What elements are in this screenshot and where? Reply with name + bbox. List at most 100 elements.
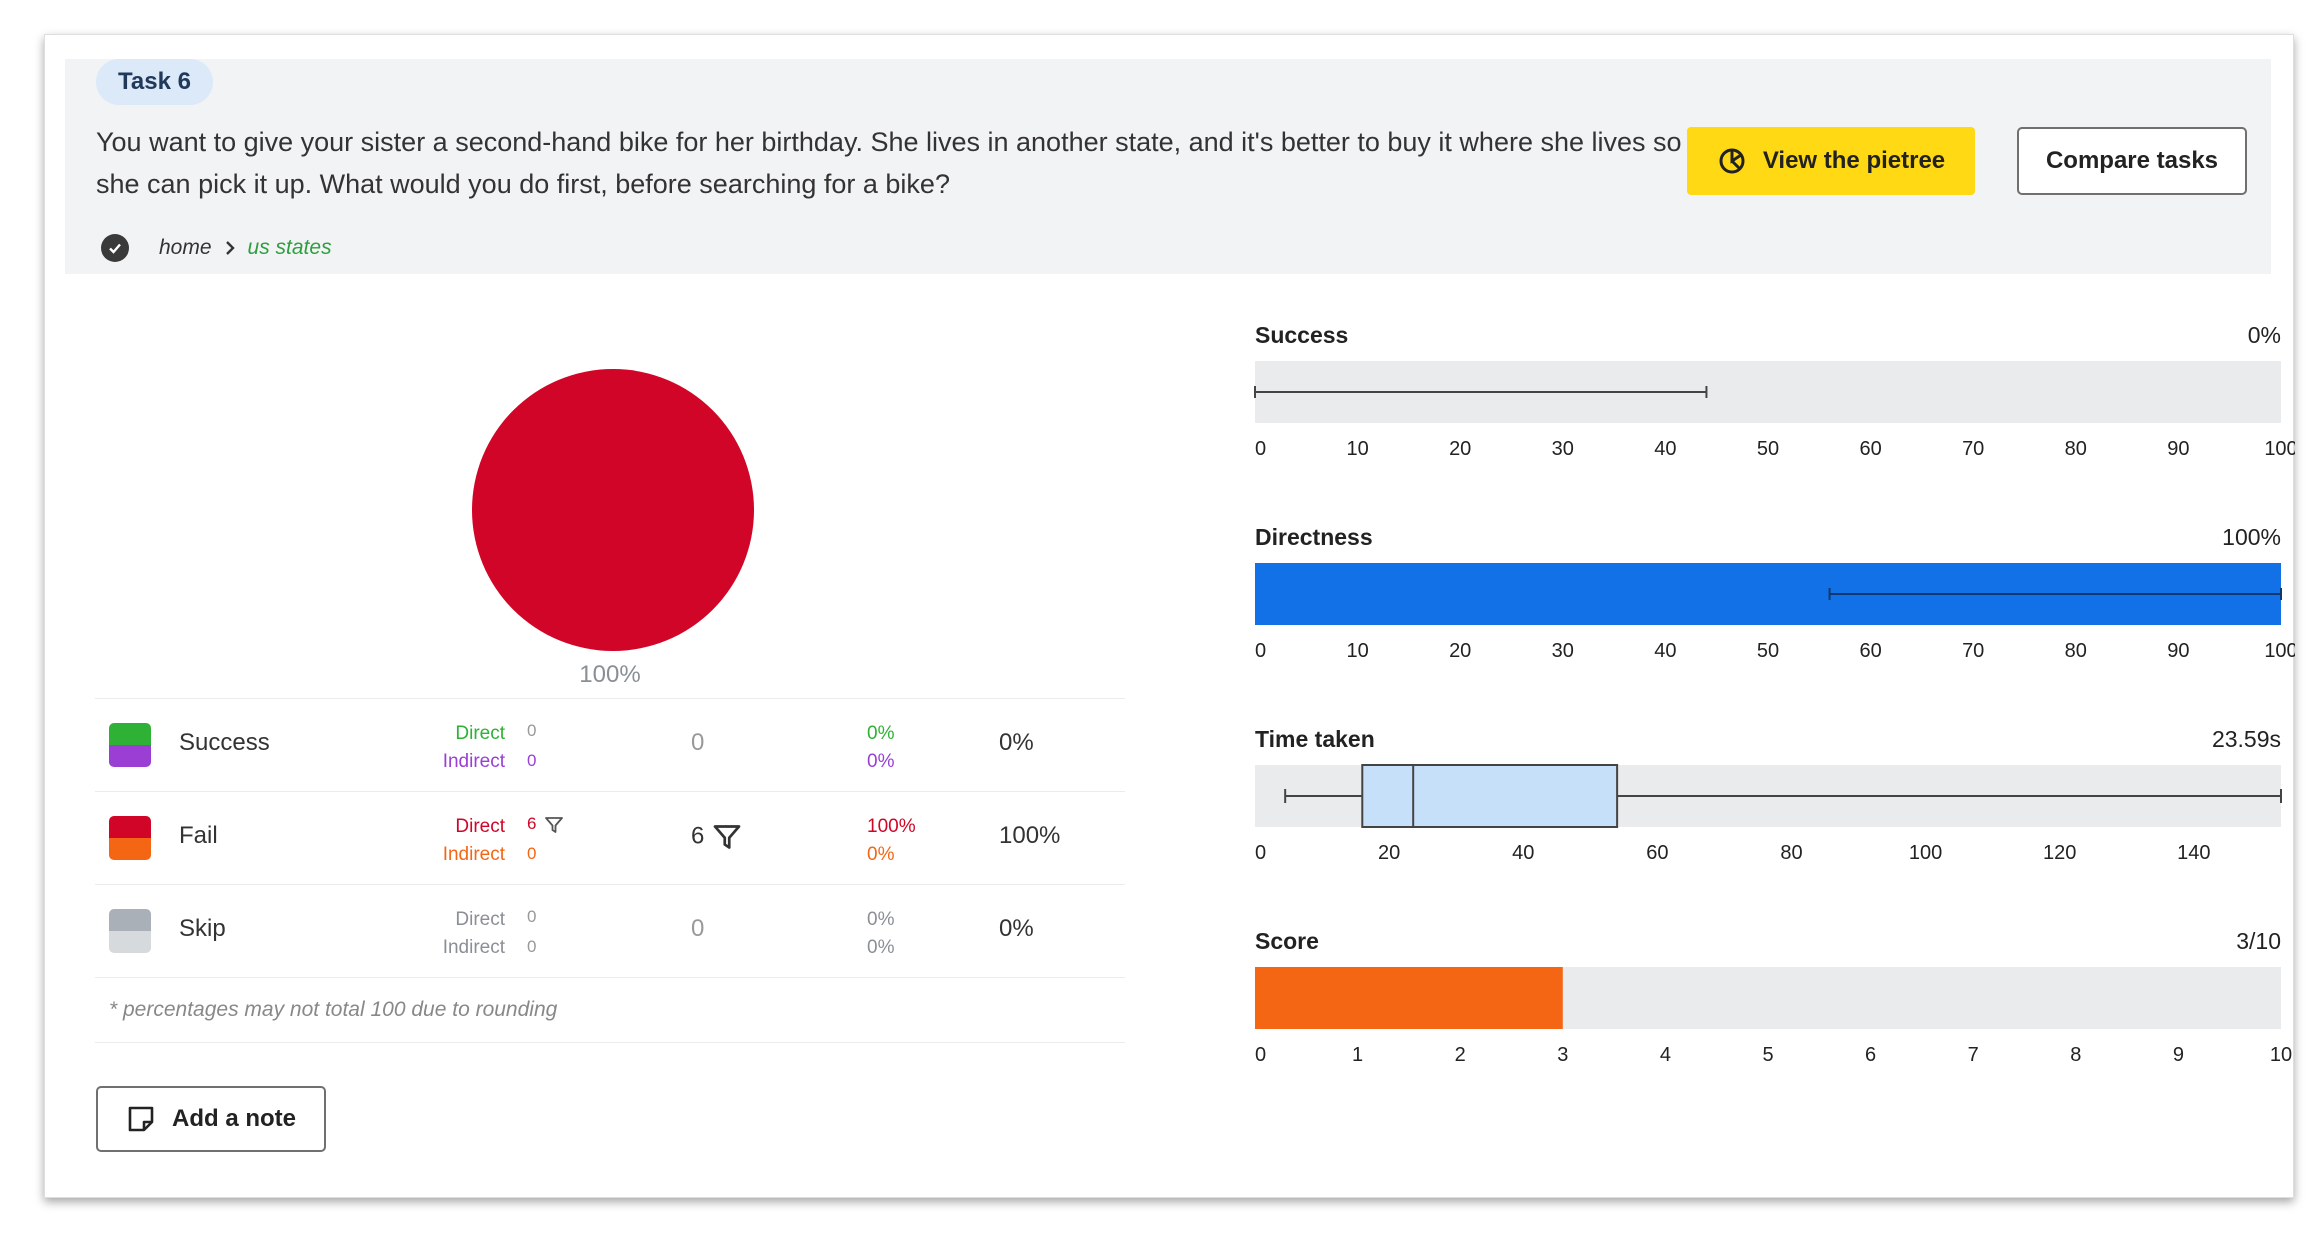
indirect-label: Indirect <box>442 751 505 772</box>
view-pietree-label: View the pietree <box>1762 147 1946 174</box>
task-header: Task 6 You want to give your sister a se… <box>65 59 2271 274</box>
result-row-fail: Fail Direct Indirect 6 0 6 100% 0% 100% <box>95 791 1125 884</box>
direct-count[interactable]: 6 <box>527 814 564 835</box>
metric-value: 23.59s <box>2212 726 2281 752</box>
direct-percent: 0% <box>867 723 895 744</box>
tick-label: 20 <box>1449 640 1471 662</box>
task-label-badge: Task 6 <box>96 59 213 105</box>
indirect-count: 0 <box>527 844 537 863</box>
compare-tasks-button[interactable]: Compare tasks <box>2017 127 2247 195</box>
tick-label: 70 <box>1962 640 1984 662</box>
total-count: 0 <box>691 915 704 943</box>
total-count[interactable]: 6 <box>691 822 742 852</box>
breadcrumb-home: home <box>159 236 212 259</box>
tick-label: 10 <box>2270 1044 2292 1066</box>
tick-label: 140 <box>2177 842 2210 864</box>
note-icon <box>128 1106 154 1132</box>
metric-title: Success <box>1255 322 1348 348</box>
result-pie-chart <box>472 369 754 651</box>
row-percent: 0% <box>999 729 1034 756</box>
direct-count: 0 <box>527 721 536 741</box>
total-count-value: 0 <box>691 729 705 756</box>
indirect-label: Indirect <box>442 844 505 865</box>
tick-label: 0 <box>1255 1044 1266 1066</box>
tick-label: 100 <box>1909 842 1942 864</box>
color-swatch <box>109 723 151 767</box>
metric-success: Success 0% 0 10 20 30 40 50 60 70 80 90 100 <box>1254 322 2295 460</box>
tick-label: 80 <box>2065 438 2087 460</box>
tick-label: 60 <box>1859 438 1881 460</box>
tick-label: 80 <box>1780 842 1802 864</box>
tick-label: 60 <box>1859 640 1881 662</box>
result-label: Fail <box>179 822 218 849</box>
indirect-label: Indirect <box>442 937 505 958</box>
direct-label: Direct <box>455 816 505 837</box>
indirect-count: 0 <box>527 751 537 770</box>
tick-label: 0 <box>1255 842 1266 864</box>
result-label: Success <box>179 729 270 756</box>
total-count-value: 0 <box>691 915 705 942</box>
tick-label: 50 <box>1757 640 1779 662</box>
result-row-skip: Skip Direct Indirect 0 0 0 0% 0% 0% <box>95 884 1125 977</box>
tick-label: 3 <box>1557 1044 1568 1066</box>
metric-title: Score <box>1255 928 1319 954</box>
direct-percent: 0% <box>867 909 895 930</box>
row-percent: 0% <box>999 915 1034 942</box>
tick-label: 2 <box>1455 1044 1466 1066</box>
metric-title: Directness <box>1255 524 1373 550</box>
add-note-button[interactable]: Add a note <box>96 1086 326 1152</box>
indirect-percent: 0% <box>867 844 895 865</box>
filter-icon[interactable] <box>544 815 564 835</box>
pie-percent-label: 100% <box>579 661 641 688</box>
result-row-success: Success Direct Indirect 0 0 0 0% 0% 0% <box>95 698 1125 791</box>
tick-label: 60 <box>1646 842 1668 864</box>
tick-label: 10 <box>1346 438 1368 460</box>
tick-label: 0 <box>1255 438 1266 460</box>
metric-time-taken: Time taken 23.59s 0 20 40 60 80 100 120 140 <box>1255 726 2282 864</box>
tick-label: 70 <box>1962 438 1984 460</box>
tick-label: 7 <box>1968 1044 1979 1066</box>
view-pietree-button[interactable]: View the pietree <box>1687 127 1975 195</box>
tick-label: 5 <box>1762 1044 1773 1066</box>
tick-label: 8 <box>2070 1044 2081 1066</box>
breadcrumb-target: us states <box>247 236 332 259</box>
metrics-charts: Success 0%0 10 20 30 40 50 60 70 80 90 100Directnes… <box>1254 322 2295 1066</box>
tick-label: 120 <box>2043 842 2076 864</box>
pie-slice-fail <box>472 369 754 651</box>
result-label: Skip <box>179 915 226 942</box>
metric-value: 0% <box>2248 322 2281 348</box>
metric-directness: Directness 100% 0 10 20 30 40 50 60 70 80 90 100 <box>1255 524 2295 662</box>
indirect-percent: 0% <box>867 751 895 772</box>
compare-tasks-label: Compare tasks <box>2045 147 2219 174</box>
footnote-row: * percentages may not total 100 due to r… <box>95 977 1125 1043</box>
direct-count-value: 0 <box>527 721 537 740</box>
color-swatch <box>109 909 151 953</box>
add-note-label: Add a note <box>172 1105 296 1132</box>
direct-count: 0 <box>527 907 536 927</box>
tick-label: 4 <box>1660 1044 1671 1066</box>
tick-label: 50 <box>1757 438 1779 460</box>
metric-score: Score 3/10 0 1 2 3 4 5 6 7 8 9 10 <box>1255 928 2292 1066</box>
tick-label: 80 <box>2065 640 2087 662</box>
metric-value: 3/10 <box>2236 928 2281 954</box>
tick-label: 1 <box>1352 1044 1363 1066</box>
tick-label: 40 <box>1654 438 1676 460</box>
direct-count-value: 6 <box>527 814 537 833</box>
tick-label: 30 <box>1552 640 1574 662</box>
correct-path-breadcrumb: home us states <box>101 233 332 263</box>
tick-label: 90 <box>2167 438 2189 460</box>
filter-icon[interactable] <box>712 822 742 852</box>
tick-label: 20 <box>1449 438 1471 460</box>
indirect-count: 0 <box>527 937 537 956</box>
metric-value: 100% <box>2222 524 2281 550</box>
chevron-right-icon <box>224 239 236 257</box>
row-percent: 100% <box>999 822 1061 849</box>
direct-label: Direct <box>455 723 505 744</box>
tick-label: 9 <box>2173 1044 2184 1066</box>
tick-label: 30 <box>1552 438 1574 460</box>
results-breakdown-table: Success Direct Indirect 0 0 0 0% 0% 0% Fail Direct… <box>95 698 1125 1043</box>
direct-count-value: 0 <box>527 907 537 926</box>
tick-label: 40 <box>1512 842 1534 864</box>
tick-label: 90 <box>2167 640 2189 662</box>
direct-percent: 100% <box>867 816 916 837</box>
